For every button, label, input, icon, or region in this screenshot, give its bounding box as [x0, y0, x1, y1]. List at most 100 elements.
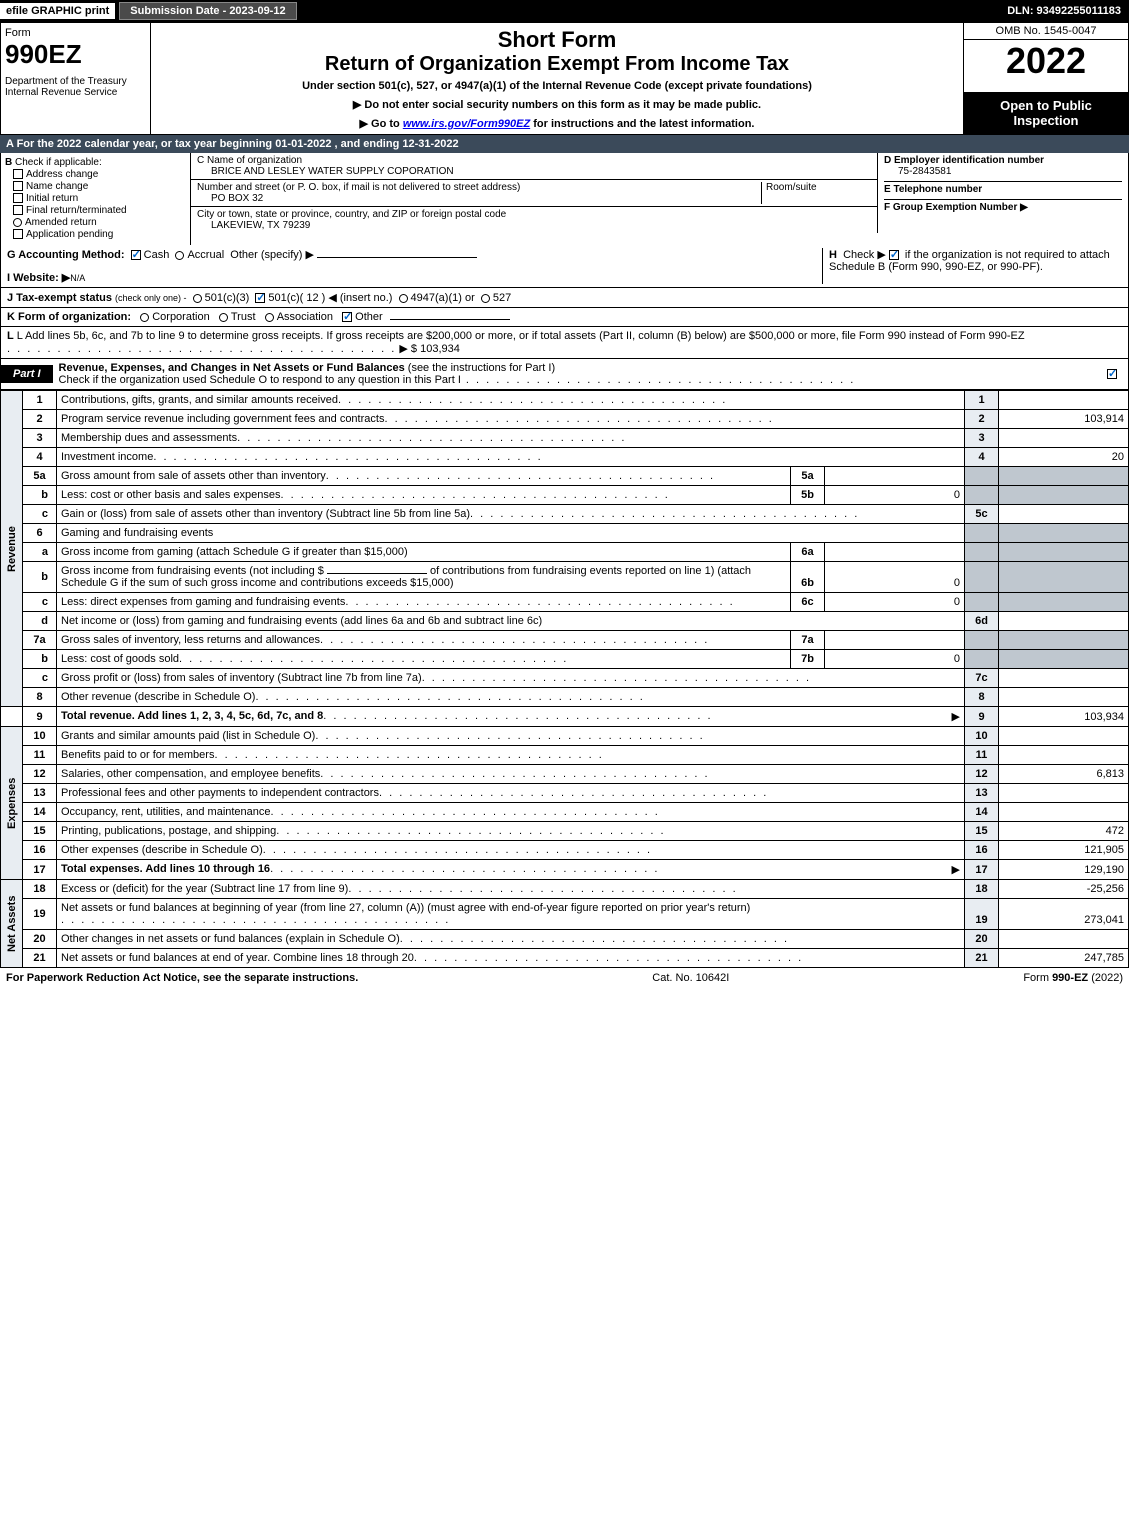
col-b: B Check if applicable: Address change Na… — [1, 153, 191, 245]
line12-val: 6,813 — [999, 765, 1129, 784]
city-row: City or town, state or province, country… — [191, 207, 878, 233]
opt-address-change[interactable]: Address change — [13, 169, 186, 180]
opt-name-change[interactable]: Name change — [13, 181, 186, 192]
line21-val: 247,785 — [999, 949, 1129, 968]
opt-amended-return[interactable]: Amended return — [13, 217, 186, 228]
netassets-side: Net Assets — [1, 880, 23, 968]
open-inspection: Open to Public Inspection — [964, 92, 1128, 134]
opt-final-return[interactable]: Final return/terminated — [13, 205, 186, 216]
header-left: Form 990EZ Department of the Treasury In… — [1, 23, 151, 134]
k-label: K Form of organization: — [7, 311, 131, 323]
line19-val: 273,041 — [999, 899, 1129, 930]
527-radio[interactable] — [481, 294, 490, 303]
trust-radio[interactable] — [219, 313, 228, 322]
form-header: Form 990EZ Department of the Treasury In… — [0, 22, 1129, 135]
note2-pre: ▶ Go to — [360, 118, 403, 130]
form-label: Form — [5, 27, 146, 39]
form-subtitle: Under section 501(c), 527, or 4947(a)(1)… — [155, 80, 959, 92]
line16-val: 121,905 — [999, 841, 1129, 860]
org-name-row: C Name of organization BRICE AND LESLEY … — [191, 153, 878, 180]
org-name: BRICE AND LESLEY WATER SUPPLY COPORATION — [197, 166, 871, 177]
section-a: A For the 2022 calendar year, or tax yea… — [0, 135, 1129, 153]
other-checkbox[interactable] — [342, 312, 352, 322]
assoc-radio[interactable] — [265, 313, 274, 322]
line7b-val: 0 — [825, 650, 965, 669]
col-d: D Employer identification number 75-2843… — [878, 153, 1128, 245]
b-label: B — [5, 157, 12, 168]
irs-link[interactable]: www.irs.gov/Form990EZ — [403, 118, 530, 130]
footer-center: Cat. No. 10642I — [652, 972, 729, 984]
submission-date: Submission Date - 2023-09-12 — [119, 2, 296, 20]
line5b-val: 0 — [825, 486, 965, 505]
part1-header: Part I Revenue, Expenses, and Changes in… — [0, 359, 1129, 390]
omb-number: OMB No. 1545-0047 — [964, 23, 1128, 40]
line17-val: 129,190 — [999, 860, 1129, 880]
cash-checkbox[interactable] — [131, 250, 141, 260]
expenses-side: Expenses — [1, 727, 23, 880]
b-check-label: Check if applicable: — [15, 157, 102, 168]
j-label: J Tax-exempt status — [7, 292, 112, 304]
row-g: G Accounting Method: Cash Accrual Other … — [7, 248, 816, 284]
phone-label: E Telephone number — [884, 181, 1122, 195]
form-title: Return of Organization Exempt From Incom… — [155, 53, 959, 76]
line9-val: 103,934 — [999, 707, 1129, 727]
footer-right: Form 990-EZ (2022) — [1023, 972, 1123, 984]
opt-application-pending[interactable]: Application pending — [13, 229, 186, 240]
opt-initial-return[interactable]: Initial return — [13, 193, 186, 204]
section-bcd: B Check if applicable: Address change Na… — [0, 153, 1129, 245]
row-j: J Tax-exempt status (check only one) - 5… — [0, 288, 1129, 308]
form-number: 990EZ — [5, 39, 146, 70]
footer-left: For Paperwork Reduction Act Notice, see … — [6, 972, 358, 984]
ein: 75-2843581 — [884, 166, 1122, 177]
room-suite-label: Room/suite — [761, 182, 871, 204]
l-text: L Add lines 5b, 6c, and 7b to line 9 to … — [17, 330, 1025, 342]
efile-label[interactable]: efile GRAPHIC print — [0, 3, 115, 19]
group-exemption-label: F Group Exemption Number ▶ — [884, 199, 1122, 213]
corp-radio[interactable] — [140, 313, 149, 322]
501c3-radio[interactable] — [193, 294, 202, 303]
city: LAKEVIEW, TX 79239 — [197, 220, 871, 231]
website-val: N/A — [70, 273, 85, 283]
name-label: C Name of organization — [197, 155, 871, 166]
line18-val: -25,256 — [999, 880, 1129, 899]
g-label: G Accounting Method: — [7, 249, 125, 261]
top-bar: efile GRAPHIC print Submission Date - 20… — [0, 0, 1129, 22]
col-c: C Name of organization BRICE AND LESLEY … — [191, 153, 878, 245]
dln-label: DLN: 93492255011183 — [999, 3, 1129, 19]
street-row: Number and street (or P. O. box, if mail… — [191, 180, 878, 207]
header-right: OMB No. 1545-0047 2022 Open to Public In… — [963, 23, 1128, 134]
department-label: Department of the Treasury Internal Reve… — [5, 76, 146, 98]
lines-table: Revenue 1 Contributions, gifts, grants, … — [0, 390, 1129, 968]
h-label: H — [829, 249, 837, 261]
501c-checkbox[interactable] — [255, 293, 265, 303]
accrual-radio[interactable] — [175, 251, 184, 260]
row-g-h: G Accounting Method: Cash Accrual Other … — [0, 245, 1129, 288]
i-label: I Website: ▶ — [7, 272, 70, 284]
form-note-2: ▶ Go to www.irs.gov/Form990EZ for instru… — [155, 117, 959, 130]
street-label: Number and street (or P. O. box, if mail… — [197, 182, 761, 193]
city-label: City or town, state or province, country… — [197, 209, 871, 220]
street: PO BOX 32 — [197, 193, 761, 204]
part1-title: Revenue, Expenses, and Changes in Net As… — [53, 359, 1099, 389]
part1-label: Part I — [1, 365, 53, 383]
ein-label: D Employer identification number — [884, 155, 1122, 166]
line15-val: 472 — [999, 822, 1129, 841]
line4-val: 20 — [999, 448, 1129, 467]
schedule-b-checkbox[interactable] — [889, 250, 899, 260]
row-h: H Check ▶ if the organization is not req… — [822, 248, 1122, 284]
4947-radio[interactable] — [399, 294, 408, 303]
line2-val: 103,914 — [999, 410, 1129, 429]
line6b-val: 0 — [825, 562, 965, 593]
footer: For Paperwork Reduction Act Notice, see … — [0, 968, 1129, 988]
row-l: L L Add lines 5b, 6c, and 7b to line 9 t… — [0, 327, 1129, 359]
note2-post: for instructions and the latest informat… — [530, 118, 754, 130]
revenue-side: Revenue — [1, 391, 23, 707]
short-form-title: Short Form — [155, 27, 959, 53]
form-note-1: ▶ Do not enter social security numbers o… — [155, 98, 959, 111]
gross-receipts: 103,934 — [420, 343, 460, 355]
tax-year: 2022 — [964, 40, 1128, 92]
header-center: Short Form Return of Organization Exempt… — [151, 23, 963, 134]
part1-schedule-o-checkbox[interactable] — [1107, 369, 1117, 379]
row-k: K Form of organization: Corporation Trus… — [0, 308, 1129, 327]
line6c-val: 0 — [825, 593, 965, 612]
